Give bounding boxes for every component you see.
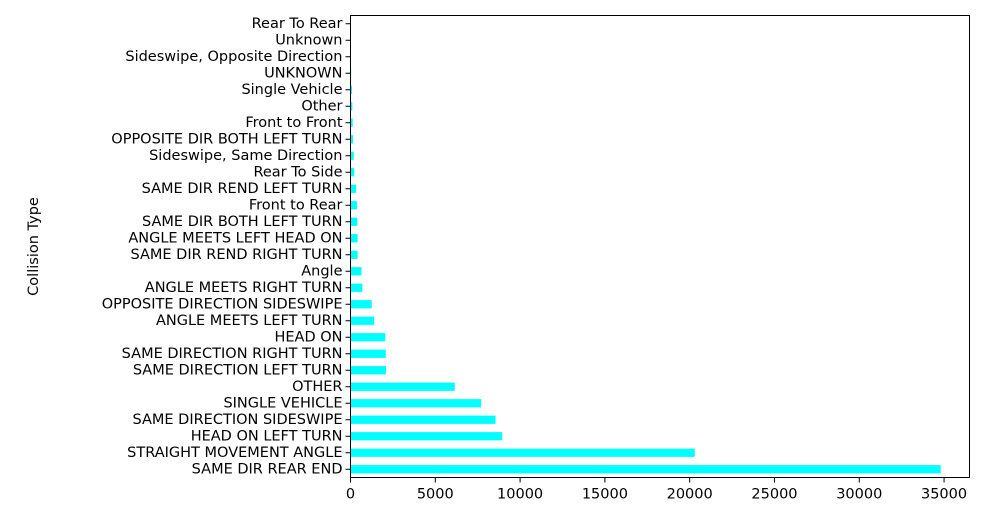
- x-tick-label: 25000: [751, 487, 797, 503]
- y-tick-label: SAME DIR REND LEFT TURN: [142, 181, 343, 197]
- y-tick-label: UNKNOWN: [264, 65, 342, 81]
- y-tick-label: OTHER: [292, 379, 342, 395]
- bar: [351, 284, 363, 292]
- bar: [351, 234, 358, 242]
- bar: [351, 185, 357, 193]
- y-tick-label: Front to Front: [245, 115, 342, 131]
- plot-frame: [351, 16, 970, 478]
- y-tick-label: SAME DIR BOTH LEFT TURN: [142, 214, 342, 230]
- y-tick-label: Sideswipe, Same Direction: [149, 148, 342, 164]
- bar: [351, 168, 355, 176]
- y-tick-label: ANGLE MEETS RIGHT TURN: [145, 280, 343, 296]
- y-tick-label: SINGLE VEHICLE: [223, 395, 342, 411]
- bar: [351, 465, 941, 473]
- bar: [351, 366, 387, 374]
- bar: [351, 416, 496, 424]
- x-tick-label: 20000: [667, 487, 713, 503]
- bar: [351, 333, 386, 341]
- bar: [351, 251, 358, 259]
- bar: [351, 383, 455, 391]
- bar: [351, 300, 372, 308]
- y-tick-label: STRAIGHT MOVEMENT ANGLE: [127, 445, 342, 461]
- y-tick-label: SAME DIR REND RIGHT TURN: [130, 247, 342, 263]
- bar: [351, 432, 503, 440]
- y-tick-label: Front to Rear: [249, 197, 343, 213]
- x-tick-label: 35000: [921, 487, 967, 503]
- bars-group: [351, 20, 941, 474]
- bar: [351, 317, 375, 325]
- bar: [351, 399, 482, 407]
- y-tick-label: SAME DIR REAR END: [192, 461, 343, 477]
- y-tick-label: Rear To Rear: [252, 16, 343, 32]
- y-tick-label: Unknown: [275, 32, 342, 48]
- y-tick-label: Angle: [301, 263, 342, 279]
- x-tick-label: 10000: [497, 487, 543, 503]
- y-tick-label: OPPOSITE DIR BOTH LEFT TURN: [111, 131, 342, 147]
- y-tick-label: SAME DIRECTION RIGHT TURN: [122, 346, 343, 362]
- y-tick-label: Single Vehicle: [241, 82, 342, 98]
- bar: [351, 267, 362, 275]
- y-tick-label: OPPOSITE DIRECTION SIDESWIPE: [102, 296, 343, 312]
- y-tick-label: ANGLE MEETS LEFT TURN: [156, 313, 343, 329]
- x-ticks-group: 0 5000 10000 15000 20000 25000 30000 35000: [346, 478, 967, 503]
- y-tick-label: Sideswipe, Opposite Direction: [125, 49, 342, 65]
- bar: [351, 350, 386, 358]
- bar: [351, 201, 357, 209]
- y-tick-label: HEAD ON LEFT TURN: [191, 428, 343, 444]
- x-tick-label: 5000: [417, 487, 454, 503]
- x-tick-label: 0: [346, 487, 355, 503]
- y-tick-label: SAME DIRECTION SIDESWIPE: [132, 412, 342, 428]
- y-tick-label: HEAD ON: [274, 329, 342, 345]
- y-axis-label: Collision Type: [26, 197, 42, 296]
- bar: [351, 449, 695, 457]
- y-tick-label: Other: [301, 98, 342, 114]
- y-tick-label: Rear To Side: [253, 164, 342, 180]
- bar: [351, 218, 358, 226]
- x-tick-label: 30000: [836, 487, 882, 503]
- y-tick-label: SAME DIRECTION LEFT TURN: [133, 362, 343, 378]
- x-tick-label: 15000: [582, 487, 628, 503]
- y-tick-label: ANGLE MEETS LEFT HEAD ON: [128, 230, 342, 246]
